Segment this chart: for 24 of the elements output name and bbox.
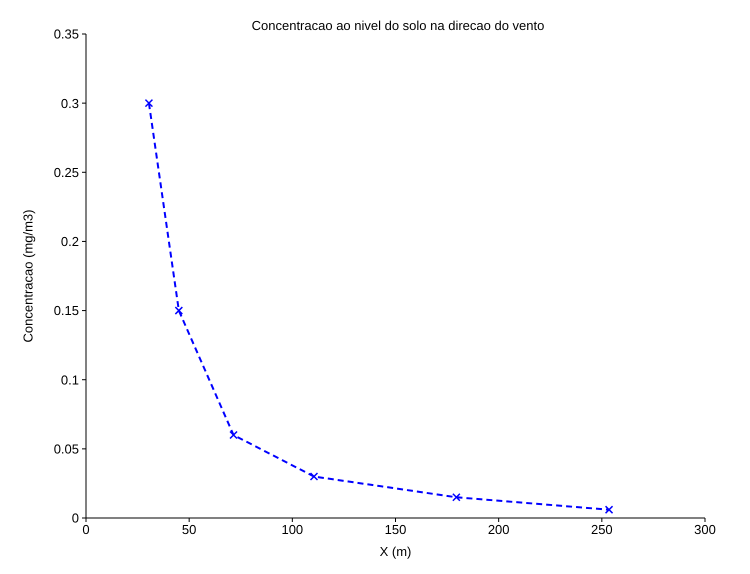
y-tick-label: 0.1 [60,372,79,388]
point [229,430,238,440]
x-tick-label: 300 [694,522,716,538]
x-axis-title: X (m) [380,544,412,559]
y-tick-label: 0.25 [54,164,79,180]
y-tick-label: 0.15 [54,303,79,318]
x-tick-label: 250 [590,522,613,538]
y-tick-label: 0.35 [54,26,79,42]
x-tick-label: 50 [182,522,196,538]
y-tick-label: 0.3 [60,96,79,111]
y-tick-label: 0.05 [54,441,79,456]
x-tick-label: 0 [82,522,90,538]
chart-title: Concentracao ao nivel do solo na direcao do vento [250,18,546,33]
x-tick-label: 200 [488,522,510,538]
point [604,505,614,514]
y-axis-title: Concentracao (mg/m3) [20,210,36,342]
point [452,493,461,502]
x-tick-label: 100 [281,522,304,538]
point [174,306,184,315]
point [144,98,154,108]
y-tick-label: 0.2 [60,234,79,250]
y-tick-label: 0 [72,510,79,526]
x-tick-label: 150 [384,522,406,538]
point [310,472,318,481]
